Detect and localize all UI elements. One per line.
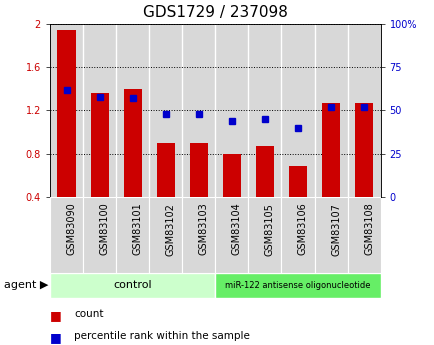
Bar [57, 30, 76, 197]
Bar [50, 24, 83, 197]
Bar [83, 24, 116, 197]
Bar [314, 24, 347, 197]
FancyBboxPatch shape [50, 197, 83, 273]
Bar [347, 24, 380, 197]
Bar [354, 103, 372, 197]
Text: GSM83100: GSM83100 [99, 203, 109, 255]
Text: count: count [74, 309, 103, 319]
Bar [189, 143, 207, 197]
FancyBboxPatch shape [83, 197, 116, 273]
Bar [90, 93, 108, 197]
FancyBboxPatch shape [182, 197, 215, 273]
FancyBboxPatch shape [347, 197, 380, 273]
Text: GSM83106: GSM83106 [297, 203, 307, 255]
FancyBboxPatch shape [215, 273, 380, 298]
Text: GSM83090: GSM83090 [66, 203, 76, 255]
Text: ■: ■ [50, 309, 62, 322]
Bar [215, 24, 248, 197]
FancyBboxPatch shape [281, 197, 314, 273]
Text: GSM83104: GSM83104 [231, 203, 241, 255]
FancyBboxPatch shape [215, 197, 248, 273]
Bar [288, 167, 306, 197]
Text: GSM83101: GSM83101 [132, 203, 142, 255]
Bar [222, 154, 240, 197]
Bar [156, 143, 174, 197]
Text: control: control [113, 280, 151, 290]
Text: GSM83107: GSM83107 [330, 203, 340, 256]
FancyBboxPatch shape [248, 197, 281, 273]
FancyBboxPatch shape [116, 197, 149, 273]
Text: agent ▶: agent ▶ [4, 280, 49, 290]
Bar [123, 89, 141, 197]
Text: GSM83103: GSM83103 [198, 203, 208, 255]
Text: GSM83102: GSM83102 [165, 203, 175, 256]
Title: GDS1729 / 237098: GDS1729 / 237098 [142, 5, 287, 20]
FancyBboxPatch shape [149, 197, 182, 273]
Bar [149, 24, 182, 197]
Text: GSM83105: GSM83105 [264, 203, 274, 256]
Bar [281, 24, 314, 197]
Bar [182, 24, 215, 197]
Bar [321, 103, 339, 197]
Bar [255, 146, 273, 197]
FancyBboxPatch shape [314, 197, 347, 273]
Bar [248, 24, 281, 197]
Text: ■: ■ [50, 331, 62, 344]
Bar [116, 24, 149, 197]
FancyBboxPatch shape [50, 273, 215, 298]
Text: miR-122 antisense oligonucleotide: miR-122 antisense oligonucleotide [225, 281, 370, 290]
Text: percentile rank within the sample: percentile rank within the sample [74, 331, 249, 341]
Text: GSM83108: GSM83108 [363, 203, 373, 255]
